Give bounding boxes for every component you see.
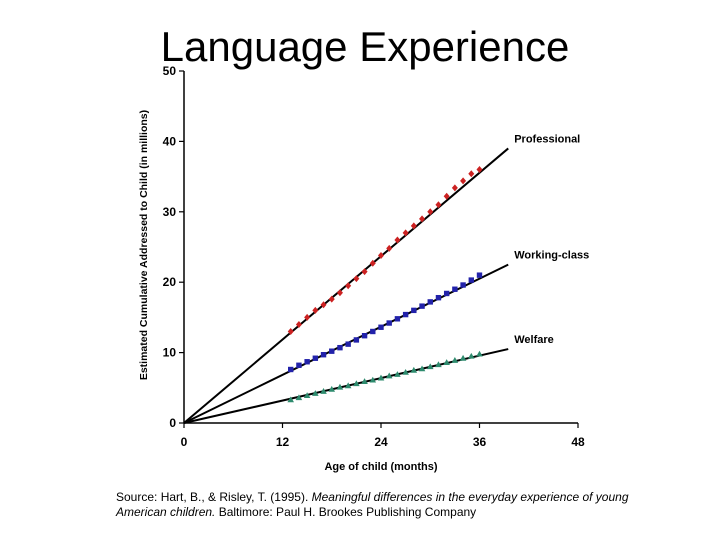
- page-title: Language Experience: [160, 23, 570, 70]
- welfare-point: [369, 376, 377, 383]
- y-tick-label-10: 10: [163, 346, 177, 360]
- working-class-point: [378, 324, 384, 330]
- working-class-point: [411, 307, 417, 314]
- x-tick-label-12: 12: [276, 435, 290, 449]
- welfare-point: [303, 392, 311, 399]
- professional-point: [345, 282, 352, 290]
- welfare-point: [467, 352, 475, 359]
- welfare-point: [426, 363, 434, 370]
- y-tick-label-50: 50: [163, 64, 177, 78]
- professional-point: [312, 306, 319, 314]
- welfare-point: [320, 388, 327, 394]
- working-class-point: [304, 359, 310, 365]
- welfare-point: [312, 390, 319, 396]
- professional-point: [451, 184, 458, 192]
- professional-point: [435, 201, 442, 209]
- working-class-point: [320, 352, 327, 358]
- welfare-point: [353, 380, 360, 387]
- professional-point: [427, 208, 434, 216]
- professional-point: [378, 251, 384, 259]
- source-citation: Source: Hart, B., & Risley, T. (1995). M…: [116, 490, 676, 520]
- working-class-label: Working-class: [514, 250, 589, 262]
- working-class-point: [337, 344, 343, 351]
- working-class-point: [468, 277, 474, 283]
- welfare-point: [287, 396, 295, 403]
- source-prefix: Source: Hart, B., & Risley, T. (1995).: [116, 490, 312, 504]
- welfare-point: [328, 385, 336, 392]
- welfare-point: [451, 357, 459, 363]
- professional-point: [320, 301, 327, 309]
- welfare-point: [377, 374, 385, 381]
- welfare-point: [435, 361, 442, 368]
- working-class-point: [296, 362, 302, 368]
- professional-point: [328, 295, 335, 303]
- x-tick-label-24: 24: [374, 435, 388, 449]
- professional-point: [287, 327, 294, 335]
- professional-point: [386, 244, 393, 252]
- welfare-point: [394, 371, 401, 377]
- professional-point: [402, 229, 409, 237]
- working-class-point: [419, 303, 425, 309]
- welfare-label: Welfare: [514, 334, 554, 346]
- working-class-point: [329, 348, 335, 354]
- x-tick-label-48: 48: [571, 435, 585, 449]
- y-tick-label-20: 20: [163, 275, 177, 289]
- welfare-point: [476, 350, 483, 357]
- professional-point: [419, 215, 426, 223]
- working-class-point: [353, 337, 360, 343]
- professional-point: [460, 177, 467, 185]
- source-suffix: Baltimore: Paul H. Brookes Publishing Co…: [215, 505, 477, 519]
- x-axis-label: Age of child (months): [324, 461, 437, 473]
- x-tick-label-36: 36: [473, 435, 487, 449]
- professional-point: [468, 170, 475, 178]
- working-class-point: [288, 366, 294, 373]
- professional-point: [443, 192, 450, 200]
- professional-point: [336, 289, 343, 297]
- working-class-point: [386, 320, 392, 326]
- x-tick-label-0: 0: [181, 435, 188, 449]
- welfare-point: [443, 359, 450, 365]
- welfare-point: [418, 365, 426, 372]
- working-class-point: [402, 311, 409, 318]
- working-class-point: [452, 286, 458, 292]
- professional-point: [295, 320, 302, 328]
- professional-label: Professional: [514, 133, 580, 145]
- source-title: Meaningful differences in the everyday e…: [116, 490, 629, 519]
- working-class-point: [435, 294, 442, 301]
- welfare-point: [402, 369, 409, 375]
- y-tick-label-0: 0: [169, 416, 176, 430]
- professional-point: [353, 275, 360, 283]
- welfare-point: [459, 354, 467, 361]
- working-class-point: [460, 282, 466, 288]
- welfare-point: [295, 394, 303, 401]
- welfare-point: [385, 372, 393, 379]
- welfare-point: [410, 366, 418, 373]
- professional-point: [394, 236, 401, 244]
- working-class-point: [345, 341, 351, 347]
- working-class-point: [394, 316, 401, 322]
- working-class-point: [361, 333, 368, 339]
- professional-point: [369, 259, 376, 267]
- professional-point: [304, 313, 311, 321]
- working-class-point: [443, 290, 450, 297]
- y-tick-label-30: 30: [163, 205, 177, 219]
- working-class-point: [312, 355, 319, 361]
- professional-point: [361, 268, 368, 276]
- welfare-point: [336, 383, 344, 390]
- working-class-point: [427, 299, 433, 305]
- professional-point: [410, 222, 417, 230]
- professional-point: [476, 166, 483, 174]
- working-class-point: [476, 272, 483, 278]
- welfare-point: [361, 378, 368, 384]
- y-axis-label: Estimated Cumulative Addressed to Child …: [138, 110, 150, 380]
- welfare-point: [344, 382, 352, 389]
- working-class-point: [370, 328, 376, 335]
- y-tick-label-40: 40: [163, 134, 177, 148]
